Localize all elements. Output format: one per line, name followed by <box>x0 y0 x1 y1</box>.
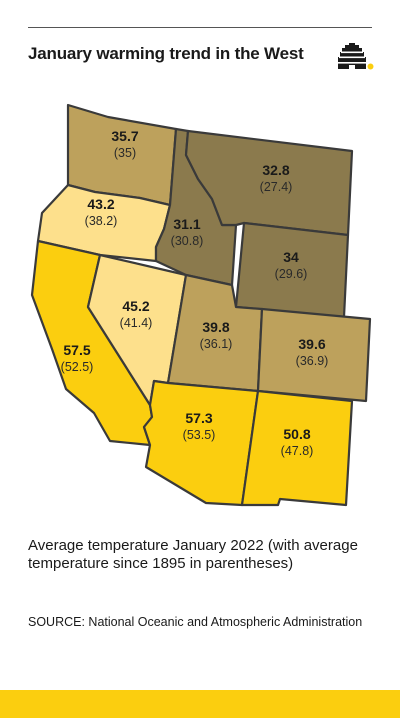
state-or-value: 43.2 <box>87 196 114 212</box>
state-or: 43.2 (38.2) <box>36 183 172 263</box>
state-nm-shape <box>240 389 354 507</box>
state-ut-average: (36.1) <box>200 337 233 351</box>
state-wy: 34 (29.6) <box>234 221 350 319</box>
state-id-value: 31.1 <box>173 216 200 232</box>
state-nm-average: (47.8) <box>281 444 314 458</box>
bottom-accent-bar <box>0 690 400 718</box>
state-wy-average: (29.6) <box>275 267 308 281</box>
state-or-average: (38.2) <box>85 214 118 228</box>
state-az-shape <box>142 379 260 507</box>
top-rule <box>28 27 372 28</box>
page-title: January warming trend in the West <box>28 44 304 63</box>
state-wa-average: (35) <box>114 146 136 160</box>
map-caption: Average temperature January 2022 (with a… <box>28 537 358 572</box>
state-az: 57.3 (53.5) <box>142 379 260 507</box>
state-co-value: 39.6 <box>298 336 325 352</box>
state-az-average: (53.5) <box>183 428 216 442</box>
state-az-value: 57.3 <box>185 410 212 426</box>
state-mt-value: 32.8 <box>262 162 289 178</box>
state-co-average: (36.9) <box>296 354 329 368</box>
state-co-shape <box>256 307 372 403</box>
source-note: SOURCE: National Oceanic and Atmospheric… <box>28 615 363 629</box>
state-mt-average: (27.4) <box>260 180 293 194</box>
state-nv-average: (41.4) <box>120 316 153 330</box>
western-states-map: 35.7 (35) 43.2 (38.2) 57.5 (52.5) 45.2 (… <box>30 103 372 507</box>
state-ut-value: 39.8 <box>202 319 229 335</box>
beehive-logo-icon <box>338 43 374 70</box>
state-ca-average: (52.5) <box>61 360 94 374</box>
state-ca-value: 57.5 <box>63 342 90 358</box>
state-wa-value: 35.7 <box>111 128 138 144</box>
state-nm: 50.8 (47.8) <box>240 389 354 507</box>
state-wy-value: 34 <box>283 249 299 265</box>
state-co: 39.6 (36.9) <box>256 307 372 403</box>
state-mt-shape <box>184 129 354 237</box>
state-mt: 32.8 (27.4) <box>184 129 354 237</box>
state-nm-value: 50.8 <box>283 426 310 442</box>
state-id-average: (30.8) <box>171 234 204 248</box>
state-nv-value: 45.2 <box>122 298 149 314</box>
